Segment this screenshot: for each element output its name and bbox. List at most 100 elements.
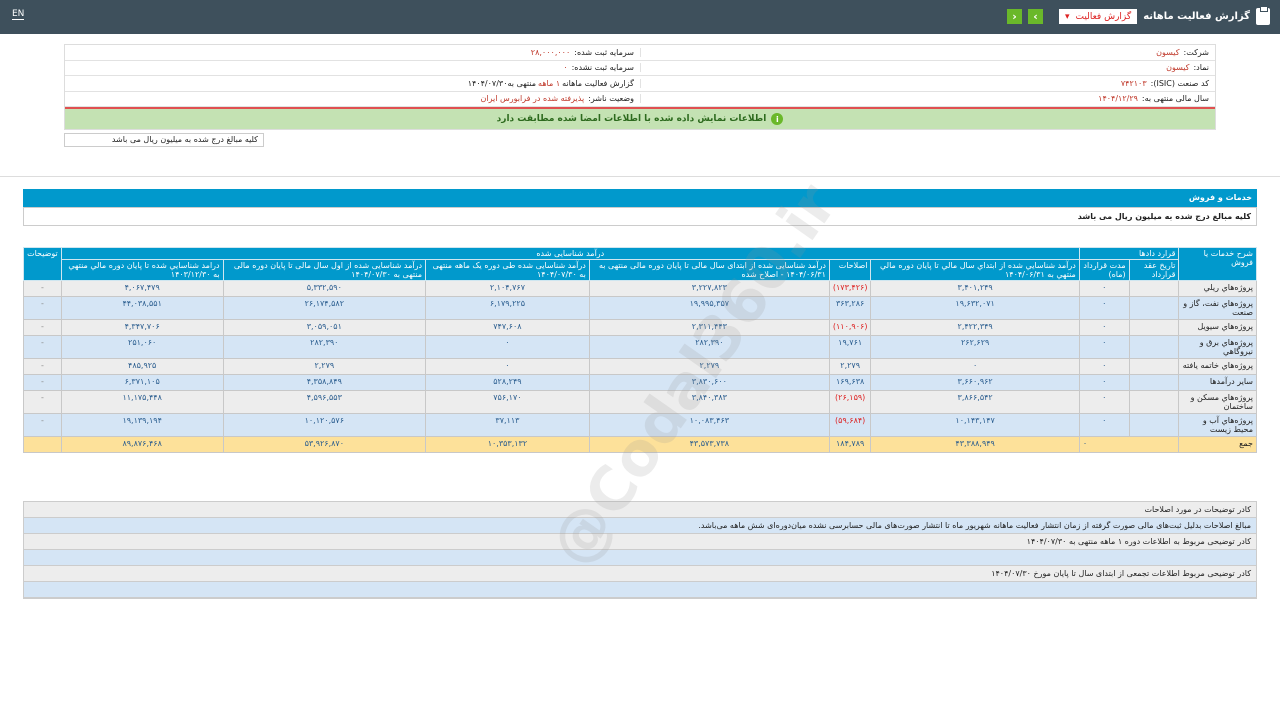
- cell-cum: ۳,۸۶۶,۵۴۲: [870, 390, 1080, 414]
- cell-date: [1128, 390, 1180, 414]
- info-icon: i: [771, 113, 784, 125]
- chevron-down-icon: ▾: [1065, 11, 1070, 22]
- cell-dur: ۰: [1078, 390, 1130, 414]
- divider: [0, 176, 1280, 177]
- cell-note: -: [23, 319, 62, 336]
- cell-month: ۰: [425, 335, 590, 359]
- symbol-value[interactable]: کیسون: [1166, 63, 1190, 73]
- cell-corr: ۳,۸۳۰,۶۰۰: [588, 374, 830, 391]
- cell-corr: ۲,۲۷۹: [588, 358, 830, 375]
- header-adj: اصلاحات: [828, 259, 872, 281]
- cell-name: پروژه‌هاي خاتمه يافته: [1178, 358, 1257, 375]
- table-row: پروژه‌هاي نفت، گاز و صنعت ۰ ۱۹,۶۳۲,۰۷۱ ۳۶۳,…: [23, 296, 1257, 320]
- prev-button[interactable]: ‹: [1007, 9, 1023, 24]
- cell-date: [1128, 374, 1180, 391]
- cell-date: [1128, 319, 1180, 336]
- capital-value: ۲۸,۰۰۰,۰۰۰: [530, 47, 571, 57]
- header-corr: درآمد شناسایی شده از ابتدای سال مالی تا …: [588, 259, 830, 281]
- cell-corr: ۱۹,۹۹۵,۳۵۷: [588, 296, 830, 320]
- uncap-label: سرمایه ثبت نشده:: [571, 63, 634, 73]
- total-adj: ۱۸۴,۷۸۹: [828, 436, 872, 453]
- status-value: پذیرفته شده در فرابورس ایران: [480, 94, 585, 104]
- cell-cum: ۱۹,۶۳۲,۰۷۱: [870, 296, 1080, 320]
- header-desc: شرح خدمات یا فروش: [1178, 247, 1257, 281]
- cell-note: -: [23, 374, 62, 391]
- status-label: وضعیت ناشر:: [588, 94, 634, 104]
- cell-ytd: ۲,۲۷۹: [222, 358, 427, 375]
- divider: [65, 107, 1215, 109]
- cell-month: ۷۵۶,۱۷۰: [425, 390, 590, 414]
- note-line: [24, 582, 1256, 598]
- total-row: جمع ۰ ۴۳,۳۸۸,۹۴۹ ۱۸۴,۷۸۹ ۴۳,۵۷۳,۷۳۸ ۱۰,۳۵۳,۱۳…: [23, 436, 1257, 453]
- header-revenue: درآمد شناسایی شده: [60, 247, 1080, 260]
- total-month: ۱۰,۳۵۳,۱۳۲: [425, 436, 590, 453]
- company-label: شرکت:: [1183, 47, 1209, 57]
- cell-date: [1128, 335, 1180, 359]
- cell-ytd: ۱۰,۱۲۰,۵۷۶: [222, 413, 427, 437]
- cell-note: -: [23, 413, 62, 437]
- total-corr: ۴۳,۵۷۳,۷۳۸: [588, 436, 830, 453]
- report-end: منتهی به۱۴۰۴/۰۷/۳۰: [467, 78, 537, 88]
- cell-name: پروژه‌هاي برق و نيروگاهي: [1178, 335, 1257, 359]
- cell-dur: ۰: [1078, 358, 1130, 375]
- cell-name: پروژه‌هاي نفت، گاز و صنعت: [1178, 296, 1257, 320]
- cell-dur: ۰: [1078, 296, 1130, 320]
- cell-note: -: [23, 390, 62, 414]
- table-row: پروژه‌هاي برق و نيروگاهي ۰ ۲۶۲,۶۲۹ ۱۹,۷۶۱ ۲۸…: [23, 335, 1257, 359]
- cell-adj: (۲۶,۱۵۹): [828, 390, 872, 414]
- header-notes: توضیحات: [23, 247, 62, 281]
- header-month: درآمد شناسایی شده طی دوره یک ماهه منتهی …: [425, 259, 590, 281]
- cell-adj: ۲,۲۷۹: [828, 358, 872, 375]
- cell-name: پروژه‌هاي آب و محيط زيست: [1178, 413, 1257, 437]
- cell-ytd: ۳,۰۵۹,۰۵۱: [222, 319, 427, 336]
- report-type-select[interactable]: گزارش فعالیت ▾: [1059, 9, 1138, 24]
- cell-month: ۷۴۷,۶۰۸: [425, 319, 590, 336]
- report-label: گزارش فعالیت ماهانه: [562, 78, 634, 88]
- section-title: خدمات و فروش: [23, 189, 1257, 207]
- uncap-value: ۰: [563, 63, 568, 73]
- table-row: پروژه‌هاي مسکن و ساختمان ۰ ۳,۸۶۶,۵۴۲ (۲۶,۱۵…: [23, 390, 1257, 414]
- cell-note: -: [23, 335, 62, 359]
- cell-adj: ۳۶۳,۲۸۶: [828, 296, 872, 320]
- cell-month: ۳۷,۱۱۳: [425, 413, 590, 437]
- cell-cum: ۲,۴۲۲,۳۴۹: [870, 319, 1080, 336]
- cell-ytd: ۴,۳۵۸,۸۴۹: [222, 374, 427, 391]
- cell-cum: ۲۶۲,۶۲۹: [870, 335, 1080, 359]
- total-dur: ۰: [1078, 436, 1180, 453]
- note-line: [24, 550, 1256, 566]
- isic-value: ۷۴۲۱۰۳: [1120, 78, 1147, 88]
- cell-corr: ۳,۸۴۰,۳۸۳: [588, 390, 830, 414]
- symbol-label: نماد:: [1193, 63, 1209, 73]
- cell-corr: ۳,۲۲۷,۸۲۳: [588, 280, 830, 297]
- cell-date: [1128, 296, 1180, 320]
- company-info: شرکت: کیسون سرمایه ثبت شده: ۲۸,۰۰۰,۰۰۰ نما…: [64, 44, 1216, 130]
- table-row: پروژه‌هاي سيويل ۰ ۲,۴۲۲,۳۴۹ (۱۱۰,۹۰۶) ۲,۳۱۱,…: [23, 319, 1257, 336]
- cell-adj: (۱۷۳,۴۲۶): [828, 280, 872, 297]
- cell-prev: ۱۹,۱۳۹,۱۹۴: [60, 413, 224, 437]
- header-prev: درامد شناسايي شده تا پايان دوره مالي منت…: [60, 259, 224, 281]
- company-value[interactable]: کیسون: [1156, 47, 1180, 57]
- next-button[interactable]: ›: [1028, 9, 1044, 24]
- note-line: کادر توضیحی مربوط به اطلاعات دوره ۱ ماهه…: [24, 534, 1256, 550]
- total-prev: ۸۹,۸۷۶,۴۶۸: [60, 436, 224, 453]
- table-row: پروژه‌هاي ريلي ۰ ۳,۴۰۱,۲۴۹ (۱۷۳,۴۲۶) ۳,۲۲۷,۸…: [23, 280, 1257, 297]
- language-toggle[interactable]: EN: [12, 9, 25, 20]
- cell-ytd: ۵,۳۳۲,۵۹۰: [222, 280, 427, 297]
- report-period: ۱ ماهه: [538, 78, 561, 88]
- header-duration: مدت قرارداد (ماه): [1078, 259, 1130, 281]
- section-services-sales: خدمات و فروش کلیه مبالغ درج شده به میلیو…: [23, 189, 1257, 226]
- page-title: گزارش فعالیت ماهانه: [1143, 11, 1250, 22]
- cell-prev: ۲۵۱,۰۶۰: [60, 335, 224, 359]
- cell-corr: ۲,۳۱۱,۴۴۳: [588, 319, 830, 336]
- cell-cum: ۳,۴۰۱,۲۴۹: [870, 280, 1080, 297]
- cell-note: -: [23, 358, 62, 375]
- total-ytd: ۵۳,۹۲۶,۸۷۰: [222, 436, 427, 453]
- section-units: کلیه مبالغ درج شده به میلیون ریال می باش…: [23, 207, 1257, 226]
- verified-text: اطلاعات نمایش داده شده با اطلاعات امضا ش…: [496, 114, 767, 124]
- cell-dur: ۰: [1078, 280, 1130, 297]
- cell-month: ۶,۱۷۹,۲۲۵: [425, 296, 590, 320]
- cell-cum: ۱۰,۱۴۳,۱۴۷: [870, 413, 1080, 437]
- total-name: جمع: [1178, 436, 1257, 453]
- report-type-value: گزارش فعالیت: [1075, 11, 1132, 22]
- cell-month: ۲,۱۰۴,۷۶۷: [425, 280, 590, 297]
